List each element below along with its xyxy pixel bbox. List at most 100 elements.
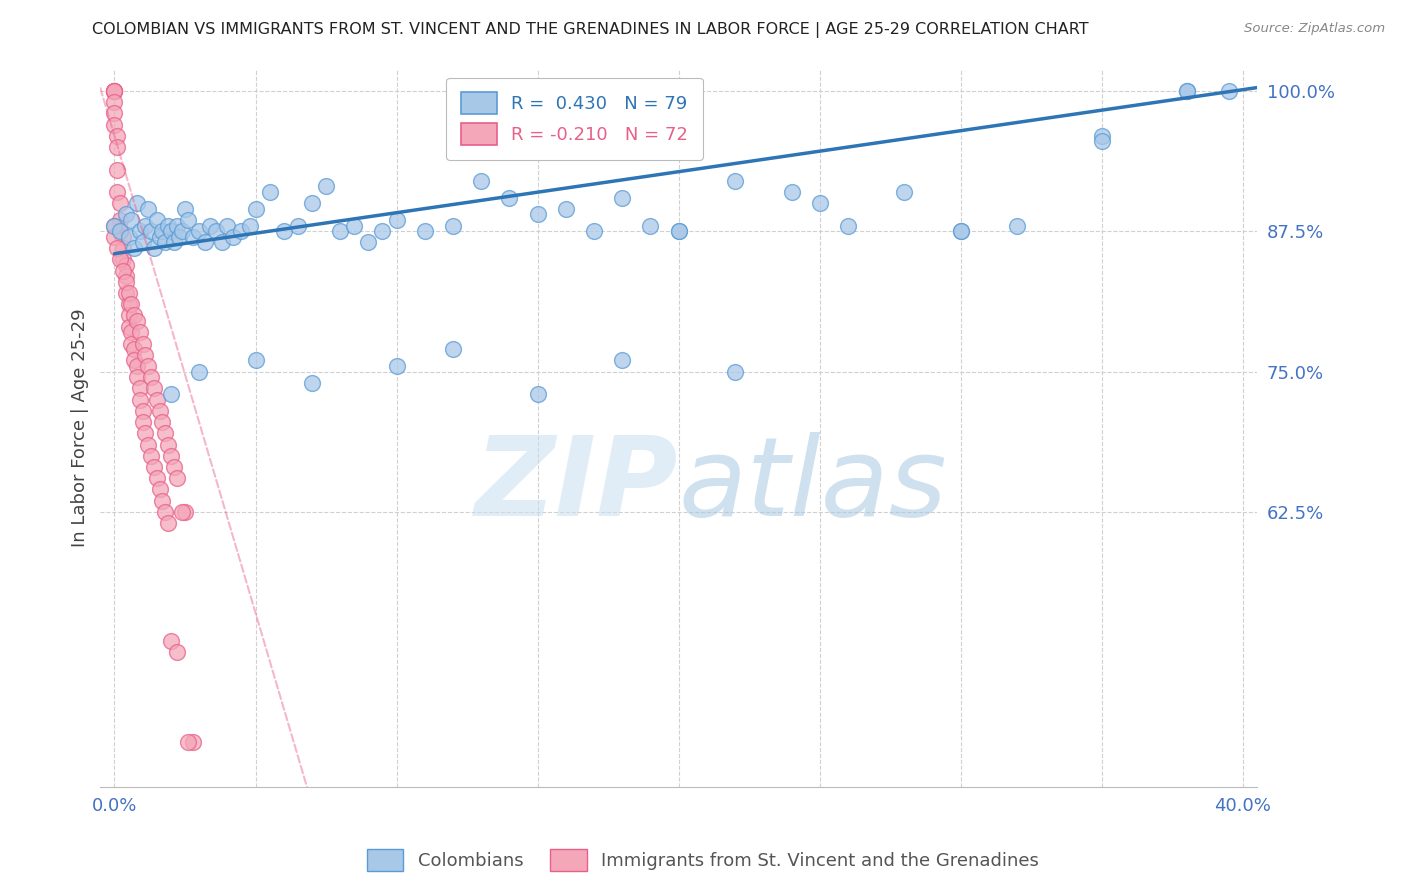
Point xyxy=(188,224,211,238)
Point xyxy=(612,353,634,368)
Point xyxy=(128,224,150,238)
Point xyxy=(301,196,323,211)
Point xyxy=(166,645,188,659)
Point xyxy=(668,224,690,238)
Point xyxy=(183,230,205,244)
Point xyxy=(120,213,142,227)
Point xyxy=(441,219,464,233)
Point xyxy=(152,493,174,508)
Point xyxy=(1091,128,1114,143)
Point xyxy=(117,309,139,323)
Point xyxy=(149,230,172,244)
Point xyxy=(128,392,150,407)
Point xyxy=(103,219,125,233)
Point xyxy=(163,459,186,474)
Point xyxy=(108,213,131,227)
Text: atlas: atlas xyxy=(679,432,948,539)
Point xyxy=(117,319,139,334)
Point xyxy=(134,426,156,441)
Point xyxy=(108,224,131,238)
Point xyxy=(120,297,142,311)
Point xyxy=(724,174,747,188)
Point xyxy=(120,326,142,340)
Point xyxy=(245,202,267,216)
Point xyxy=(273,224,295,238)
Point xyxy=(152,415,174,429)
Point xyxy=(103,84,125,98)
Point xyxy=(498,191,520,205)
Point xyxy=(142,381,165,395)
Point xyxy=(949,224,972,238)
Point xyxy=(111,230,134,244)
Point xyxy=(177,735,200,749)
Point xyxy=(125,314,148,328)
Point xyxy=(103,95,125,110)
Point xyxy=(103,219,125,233)
Point xyxy=(105,185,128,199)
Point xyxy=(217,219,239,233)
Point xyxy=(103,84,125,98)
Point xyxy=(174,202,197,216)
Text: COLOMBIAN VS IMMIGRANTS FROM ST. VINCENT AND THE GRENADINES IN LABOR FORCE | AGE: COLOMBIAN VS IMMIGRANTS FROM ST. VINCENT… xyxy=(93,22,1088,38)
Y-axis label: In Labor Force | Age 25-29: In Labor Force | Age 25-29 xyxy=(72,309,89,547)
Point xyxy=(385,213,408,227)
Point xyxy=(808,196,831,211)
Point xyxy=(114,275,136,289)
Point xyxy=(183,735,205,749)
Point xyxy=(301,376,323,390)
Point xyxy=(105,241,128,255)
Point xyxy=(122,309,145,323)
Point xyxy=(157,437,180,451)
Point xyxy=(155,426,177,441)
Point xyxy=(583,224,606,238)
Point xyxy=(343,219,366,233)
Point xyxy=(259,185,281,199)
Point xyxy=(111,241,134,255)
Point xyxy=(172,224,194,238)
Point xyxy=(315,179,337,194)
Point xyxy=(146,213,169,227)
Point xyxy=(125,196,148,211)
Point xyxy=(174,505,197,519)
Point xyxy=(105,162,128,177)
Point xyxy=(114,207,136,221)
Point xyxy=(200,219,222,233)
Point xyxy=(152,224,174,238)
Point xyxy=(172,505,194,519)
Point xyxy=(105,140,128,154)
Point xyxy=(239,219,262,233)
Point xyxy=(413,224,436,238)
Point xyxy=(128,326,150,340)
Point xyxy=(155,505,177,519)
Point xyxy=(131,415,153,429)
Point xyxy=(117,285,139,300)
Point xyxy=(114,258,136,272)
Point xyxy=(122,353,145,368)
Point xyxy=(470,174,492,188)
Point xyxy=(142,241,165,255)
Point xyxy=(122,342,145,356)
Point xyxy=(640,219,662,233)
Point xyxy=(526,207,548,221)
Point xyxy=(108,252,131,267)
Point xyxy=(149,483,172,497)
Point xyxy=(893,185,915,199)
Point xyxy=(131,336,153,351)
Text: Source: ZipAtlas.com: Source: ZipAtlas.com xyxy=(1244,22,1385,36)
Point xyxy=(157,219,180,233)
Point xyxy=(385,359,408,373)
Point xyxy=(139,449,162,463)
Point xyxy=(554,202,576,216)
Point xyxy=(117,297,139,311)
Point xyxy=(780,185,803,199)
Point xyxy=(139,370,162,384)
Point xyxy=(103,118,125,132)
Point xyxy=(211,235,233,250)
Point xyxy=(139,224,162,238)
Point xyxy=(526,387,548,401)
Point xyxy=(231,224,253,238)
Point xyxy=(371,224,394,238)
Point xyxy=(357,235,380,250)
Point xyxy=(1175,84,1198,98)
Point xyxy=(122,241,145,255)
